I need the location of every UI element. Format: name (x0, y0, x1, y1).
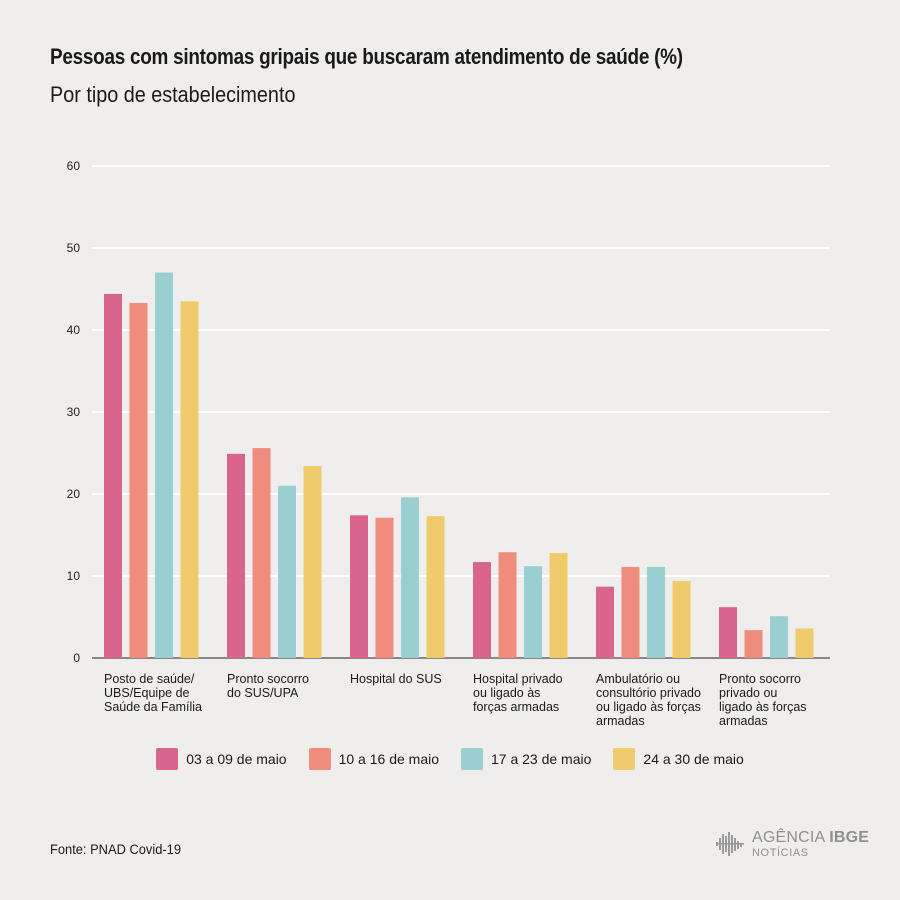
x-tick-label-line: Pronto socorro (719, 672, 801, 686)
bar (375, 517, 394, 658)
legend-item: 17 a 23 de maio (461, 748, 591, 770)
x-tick-label-line: armadas (719, 714, 768, 728)
bar (596, 586, 614, 658)
chart-legend: 03 a 09 de maio 10 a 16 de maio 17 a 23 de… (0, 748, 900, 770)
bar (350, 515, 368, 658)
bar (770, 616, 788, 658)
bar (621, 566, 640, 658)
bar (180, 301, 199, 658)
x-tick-label: Pronto socorro privado ou ligado às forças… (719, 672, 807, 728)
bar (227, 453, 245, 658)
x-tick-label-line: Pronto socorro (227, 672, 309, 686)
bar (672, 580, 691, 658)
bar (498, 552, 517, 658)
source-note: Fonte: PNAD Covid-19 (50, 841, 182, 857)
x-tick-label-line: Hospital privado (473, 672, 563, 686)
legend-label: 17 a 23 de maio (491, 751, 592, 767)
x-tick-label-line: Hospital do SUS (350, 672, 442, 686)
x-tick-label-line: Saúde da Família (104, 700, 202, 714)
x-tick-label: Hospital do SUS (350, 672, 442, 686)
legend-label: 24 a 30 de maio (643, 751, 744, 767)
logo-bold-text: IBGE (829, 829, 870, 846)
x-tick-label-line: forças armadas (473, 700, 559, 714)
legend-swatch (613, 748, 636, 770)
x-tick-label: Pronto socorro do SUS/UPA (227, 672, 309, 700)
x-tick-label-line: ou ligado às forças (596, 700, 701, 714)
x-tick-label: Ambulatório ou consultório privado ou liga… (596, 672, 701, 728)
chart-subtitle: Por tipo de estabelecimento (50, 82, 296, 107)
legend-label: 10 a 16 de maio (338, 751, 439, 767)
y-tick-label: 20 (67, 487, 81, 501)
x-tick-label-line: Ambulatório ou (596, 672, 680, 686)
bar (104, 293, 122, 658)
bar (155, 272, 173, 658)
legend-item: 24 a 30 de maio (613, 748, 744, 770)
bar (473, 562, 491, 658)
bar (549, 553, 568, 658)
legend-swatch (156, 748, 179, 770)
bar (129, 302, 148, 658)
y-tick-label: 0 (73, 651, 80, 665)
x-tick-label-line: Posto de saúde/ (104, 672, 195, 686)
x-tick-label: Posto de saúde/UBS/Equipe de Saúde da Fam… (104, 672, 202, 714)
bar (647, 566, 665, 658)
bar (278, 485, 296, 658)
bar (719, 607, 737, 658)
legend-item: 10 a 16 de maio (308, 748, 439, 770)
bar (524, 566, 542, 658)
legend-swatch (461, 748, 483, 770)
y-tick-label: 40 (67, 323, 81, 337)
y-tick-label: 50 (67, 241, 81, 255)
x-tick-label-line: privado ou (719, 686, 777, 700)
bar (252, 448, 271, 658)
x-tick-label-line: consultório privado (596, 686, 701, 700)
x-tick-label-line: ligado às forças (719, 700, 807, 714)
bar (744, 630, 763, 658)
x-tick-label: Hospital privado ou ligado às forças armad… (473, 672, 563, 714)
bar (795, 628, 814, 658)
y-tick-label: 30 (67, 405, 81, 419)
bar-chart: 0 10 20 30 40 50 60 Posto de saúde/UBS/Equipe d… (67, 159, 830, 728)
x-tick-label-line: UBS/Equipe de (104, 686, 190, 700)
bar (426, 516, 445, 658)
y-tick-label: 60 (67, 159, 81, 173)
agencia-ibge-logo: AGÊNCIA IBGE NOTÍCIAS (716, 830, 869, 859)
chart-title: Pessoas com sintomas gripais que buscara… (50, 44, 683, 69)
logo-main-text: AGÊNCIA (752, 829, 825, 846)
x-tick-label-line: ou ligado às (473, 686, 540, 700)
legend-swatch (308, 748, 331, 770)
legend-label: 03 a 09 de maio (186, 751, 287, 767)
ibge-barcode-icon (716, 831, 744, 856)
x-tick-label-line: armadas (596, 714, 645, 728)
bar (303, 466, 322, 658)
logo-sub-text: NOTÍCIAS (752, 847, 809, 859)
x-tick-label-line: do SUS/UPA (227, 686, 299, 700)
bar (401, 497, 419, 658)
legend-item: 03 a 09 de maio (156, 748, 287, 770)
y-tick-label: 10 (67, 569, 81, 583)
